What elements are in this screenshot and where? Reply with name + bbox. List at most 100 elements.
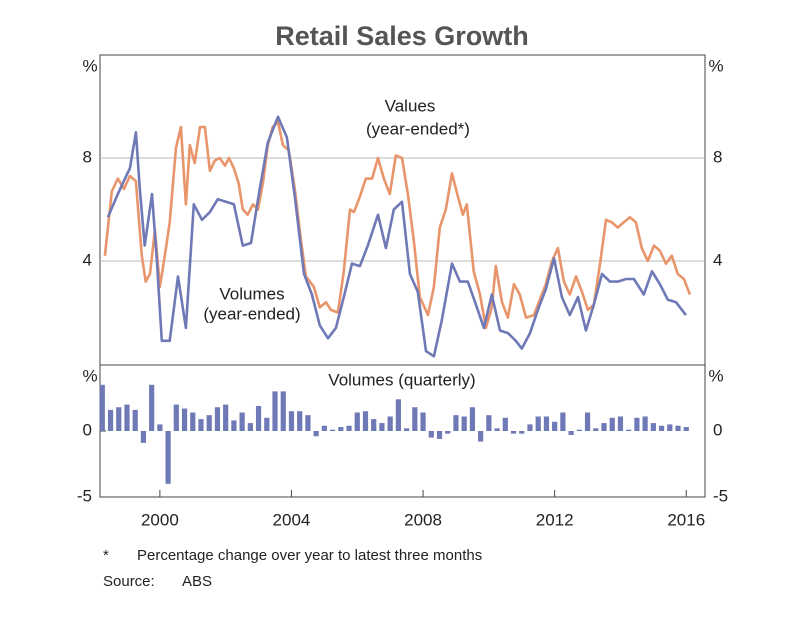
bar bbox=[280, 391, 286, 431]
x-tick-label: 2016 bbox=[667, 510, 705, 529]
bar bbox=[288, 411, 295, 431]
chart-title: Retail Sales Growth bbox=[275, 21, 529, 51]
y-tick-label: 4 bbox=[83, 250, 92, 269]
note-marker: * bbox=[103, 547, 109, 564]
bar bbox=[552, 421, 558, 431]
bar bbox=[239, 412, 245, 431]
bar bbox=[223, 404, 229, 431]
bar bbox=[445, 431, 451, 434]
y-tick-label-right: -5 bbox=[713, 486, 728, 505]
frame bbox=[99, 54, 706, 498]
bar bbox=[494, 428, 500, 431]
bar bbox=[329, 429, 336, 431]
annotation: Volumes bbox=[219, 284, 284, 303]
bar bbox=[198, 419, 204, 431]
series-line bbox=[103, 120, 692, 330]
bar bbox=[395, 399, 401, 431]
bar bbox=[683, 427, 689, 431]
x-tick-label: 2000 bbox=[141, 510, 179, 529]
bar bbox=[387, 416, 393, 431]
bar bbox=[453, 415, 459, 431]
bar bbox=[642, 416, 648, 431]
bar bbox=[255, 405, 262, 431]
bar bbox=[346, 425, 352, 431]
source-text: ABS bbox=[182, 573, 212, 590]
bar bbox=[543, 416, 550, 431]
bar bbox=[584, 412, 591, 431]
bar bbox=[165, 431, 171, 484]
bar bbox=[297, 411, 303, 431]
source-label: Source: bbox=[103, 573, 155, 590]
y-tick-label: -5 bbox=[77, 486, 92, 505]
series-line bbox=[106, 115, 687, 358]
x-tick-label: 2008 bbox=[404, 510, 442, 529]
bar bbox=[519, 431, 525, 434]
bar bbox=[116, 407, 122, 431]
y-unit-left: % bbox=[82, 366, 97, 385]
bar bbox=[362, 411, 369, 431]
bar bbox=[478, 431, 484, 442]
annotation: (year-ended*) bbox=[366, 119, 470, 138]
bar bbox=[626, 429, 632, 431]
y-tick-label-right: 0 bbox=[713, 420, 722, 439]
y-tick-label: 8 bbox=[83, 147, 92, 166]
bar bbox=[338, 427, 344, 431]
bar bbox=[593, 428, 599, 431]
bar bbox=[436, 431, 443, 439]
y-tick-label-right: 4 bbox=[713, 250, 722, 269]
bar bbox=[181, 408, 188, 431]
bar bbox=[576, 429, 582, 431]
note-text: Percentage change over year to latest th… bbox=[137, 547, 482, 564]
bar bbox=[461, 416, 467, 431]
bar bbox=[99, 384, 105, 431]
bar bbox=[568, 431, 574, 435]
bar bbox=[354, 412, 360, 431]
annotation: (year-ended) bbox=[203, 304, 300, 323]
bar bbox=[560, 412, 566, 431]
bar bbox=[502, 417, 508, 431]
bar bbox=[404, 428, 410, 431]
x-tick-label: 2004 bbox=[273, 510, 311, 529]
bar bbox=[371, 419, 377, 431]
bar bbox=[272, 391, 278, 431]
bar bbox=[420, 412, 426, 431]
bar bbox=[124, 404, 130, 431]
bar bbox=[601, 423, 607, 431]
y-unit-right: % bbox=[708, 366, 723, 385]
bar bbox=[527, 424, 533, 431]
bar bbox=[107, 409, 114, 431]
y-unit-right: % bbox=[708, 56, 723, 75]
bar bbox=[206, 415, 212, 431]
bar bbox=[609, 417, 615, 431]
bar bbox=[535, 416, 541, 431]
bar bbox=[675, 425, 681, 431]
bar bbox=[510, 431, 517, 434]
panel-title: Volumes (quarterly) bbox=[328, 370, 475, 389]
bar bbox=[149, 384, 155, 431]
bar bbox=[231, 420, 237, 431]
bar bbox=[264, 417, 270, 431]
bar bbox=[634, 417, 640, 431]
bar bbox=[469, 407, 476, 431]
bar bbox=[412, 407, 418, 431]
y-tick-label-right: 8 bbox=[713, 147, 722, 166]
bar bbox=[650, 423, 656, 431]
bar bbox=[247, 423, 253, 431]
bar bbox=[428, 431, 434, 438]
bar bbox=[667, 424, 673, 431]
annotation: Values bbox=[385, 96, 436, 115]
bar bbox=[379, 423, 385, 431]
bar bbox=[132, 409, 138, 431]
bar bbox=[658, 425, 665, 431]
bar bbox=[617, 416, 624, 431]
bar bbox=[486, 415, 492, 431]
x-tick-label: 2012 bbox=[536, 510, 574, 529]
bar bbox=[190, 412, 196, 431]
bar bbox=[140, 431, 147, 443]
bar bbox=[173, 404, 179, 431]
bar bbox=[157, 424, 163, 431]
bar bbox=[321, 425, 327, 431]
bar bbox=[313, 431, 319, 437]
